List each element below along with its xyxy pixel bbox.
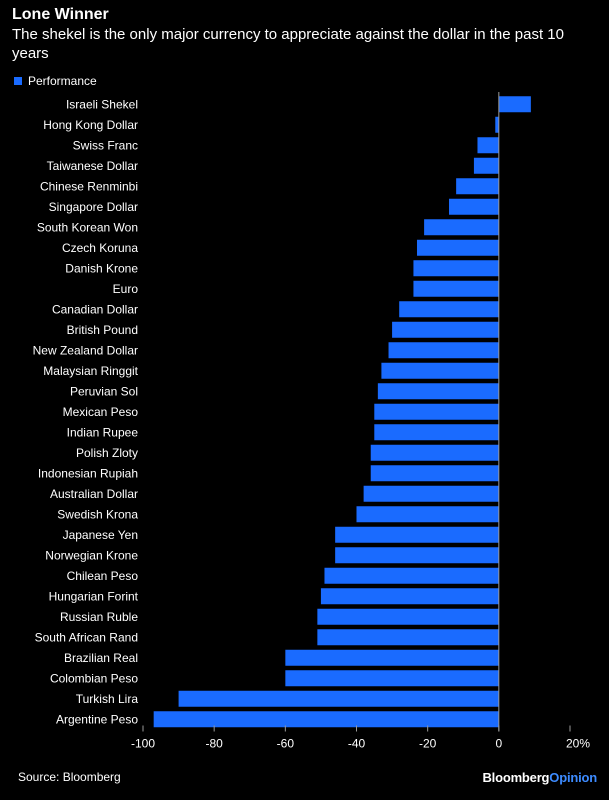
bar xyxy=(356,506,499,523)
category-label: Israeli Shekel xyxy=(66,97,138,111)
bar xyxy=(363,485,499,502)
bar xyxy=(399,301,499,318)
bar xyxy=(388,342,499,359)
category-label: Hungarian Forint xyxy=(49,589,139,603)
category-label: Danish Krone xyxy=(65,261,138,275)
bar xyxy=(153,711,499,728)
x-tick-label: 0 xyxy=(495,737,502,751)
bar xyxy=(370,465,499,482)
bar xyxy=(178,690,499,707)
bar xyxy=(324,567,499,584)
bar xyxy=(285,670,499,687)
category-label: Polish Zloty xyxy=(76,446,138,460)
x-tick-label: -20 xyxy=(419,737,437,751)
bar xyxy=(374,424,499,441)
category-label: Swiss Franc xyxy=(73,138,138,152)
brand-logo: BloombergOpinion xyxy=(482,770,597,785)
x-tick-label: -100 xyxy=(131,737,155,751)
bar xyxy=(495,116,499,133)
legend: Performance xyxy=(14,74,97,88)
category-label: Indian Rupee xyxy=(67,425,139,439)
bar xyxy=(413,280,499,297)
category-label: Peruvian Sol xyxy=(70,384,138,398)
category-label: Mexican Peso xyxy=(63,405,139,419)
category-label: Canadian Dollar xyxy=(52,302,138,316)
bar xyxy=(317,608,499,625)
bar xyxy=(424,219,499,236)
x-tick-label: -40 xyxy=(348,737,366,751)
bar xyxy=(320,588,499,605)
chart-title: Lone Winner xyxy=(12,6,109,23)
bar xyxy=(416,239,499,256)
category-label: Colombian Peso xyxy=(50,671,138,685)
category-label: Japanese Yen xyxy=(63,528,138,542)
category-label: British Pound xyxy=(67,323,138,337)
bar xyxy=(317,629,499,646)
bar xyxy=(370,444,499,461)
bar xyxy=(285,649,499,666)
category-label: Taiwanese Dollar xyxy=(47,159,138,173)
category-label: Australian Dollar xyxy=(50,487,138,501)
category-label: Brazilian Real xyxy=(64,651,138,665)
category-label: Chinese Renminbi xyxy=(40,179,138,193)
bar xyxy=(473,157,499,174)
chart-subtitle: The shekel is the only major currency to… xyxy=(12,26,564,62)
bar xyxy=(335,526,499,543)
legend-swatch xyxy=(14,77,22,85)
legend-label: Performance xyxy=(28,74,97,88)
bar xyxy=(335,547,499,564)
x-tick-label: -80 xyxy=(205,737,223,751)
category-label: Swedish Krona xyxy=(57,507,138,521)
bar xyxy=(374,403,499,420)
bar xyxy=(377,383,499,400)
x-tick-label: -60 xyxy=(277,737,295,751)
category-label: Indonesian Rupiah xyxy=(38,466,138,480)
category-label: Czech Koruna xyxy=(62,241,138,255)
bar xyxy=(413,260,499,277)
bar xyxy=(477,137,499,154)
bar xyxy=(392,321,499,338)
category-label: Euro xyxy=(113,282,139,296)
bar xyxy=(456,178,499,195)
category-label: New Zealand Dollar xyxy=(33,343,138,357)
brand-main: Bloomberg xyxy=(482,770,550,785)
bar xyxy=(449,198,499,215)
category-label: Argentine Peso xyxy=(56,712,138,726)
category-label: Hong Kong Dollar xyxy=(43,118,138,132)
source-note: Source: Bloomberg xyxy=(18,770,121,784)
category-label: Malaysian Ringgit xyxy=(43,364,138,378)
category-label: South Korean Won xyxy=(37,220,138,234)
category-label: Chilean Peso xyxy=(67,569,139,583)
category-label: South African Rand xyxy=(35,630,138,644)
category-label: Singapore Dollar xyxy=(49,200,138,214)
bar xyxy=(498,96,531,113)
category-label: Norwegian Krone xyxy=(45,548,138,562)
bar xyxy=(381,362,499,379)
category-label: Russian Ruble xyxy=(60,610,138,624)
category-label: Turkish Lira xyxy=(76,692,139,706)
brand-accent: Opinion xyxy=(549,770,597,785)
x-tick-label: 20% xyxy=(566,737,590,751)
